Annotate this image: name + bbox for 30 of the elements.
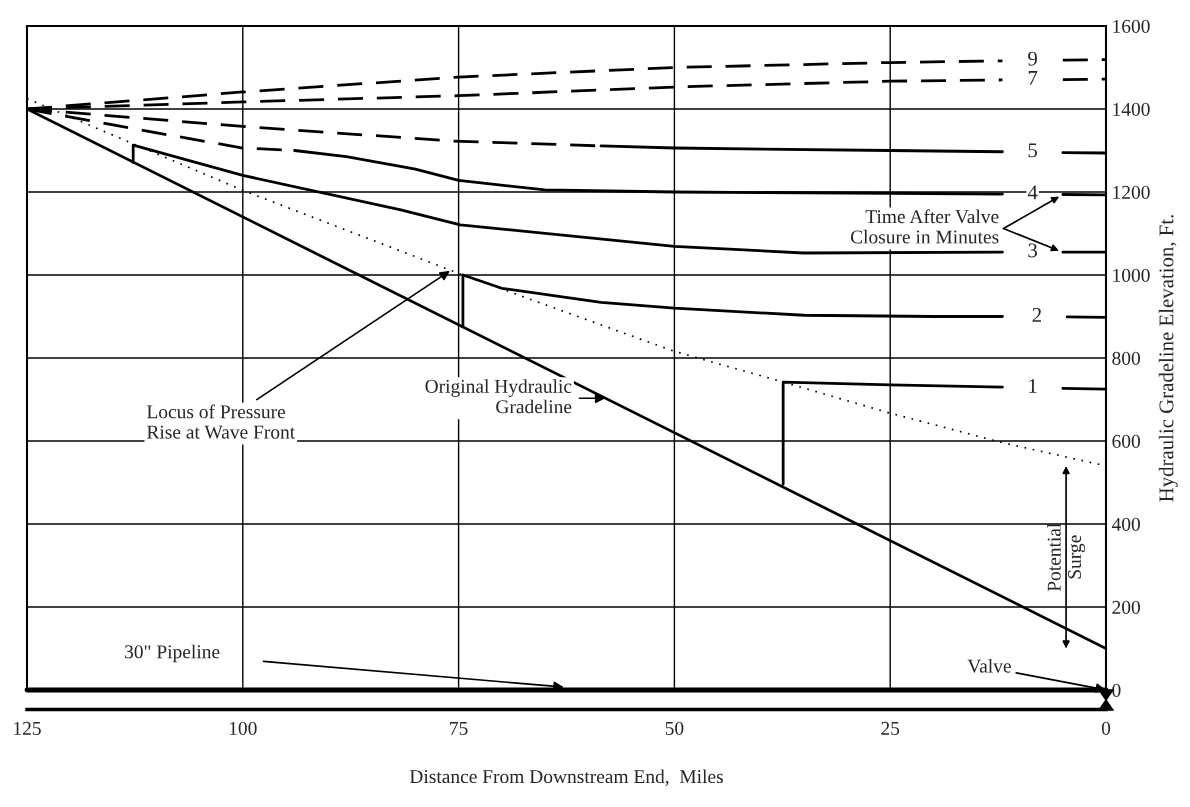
y-tick-label: 1200 xyxy=(1113,185,1150,199)
series-label: 9 xyxy=(1028,51,1037,66)
x-tick-label: 25 xyxy=(881,721,900,735)
y-axis-title: Hydraulic Gradeline Elevation, Ft. xyxy=(1158,215,1178,502)
x-tick-label: 50 xyxy=(665,721,684,735)
x-tick-label: 75 xyxy=(450,722,468,735)
y-tick-label: 400 xyxy=(1111,517,1140,531)
series-label: 5 xyxy=(1028,143,1038,158)
annotation: Time After Valve Closure in Minutes xyxy=(850,209,999,244)
y-tick-label: 1000 xyxy=(1113,268,1150,282)
x-axis-title: Distance From Downstream End, Miles xyxy=(409,769,723,786)
ref-line-label: 30" Pipeline xyxy=(125,644,220,663)
legend-label: 4 xyxy=(1027,185,1038,200)
annotation: Valve xyxy=(967,658,1011,673)
annotation: Potential Surge xyxy=(1047,523,1086,592)
y-tick-label: 600 xyxy=(1112,434,1140,448)
series-label: 2 xyxy=(1032,307,1041,322)
annotation: Locus of Pressure Rise at Wave Front xyxy=(146,404,296,439)
y-tick-label: 800 xyxy=(1112,351,1140,365)
series-label: 1 xyxy=(1029,378,1037,393)
legend-label: 3 xyxy=(1028,243,1038,258)
y-tick-label: 0 xyxy=(1112,683,1121,697)
y-tick-label: 1600 xyxy=(1113,19,1150,33)
x-tick-label: 100 xyxy=(229,721,257,735)
y-tick-label: 200 xyxy=(1112,600,1140,614)
x-tick-label: 125 xyxy=(14,721,41,735)
series-label: 7 xyxy=(1028,71,1038,85)
annotation: Original Hydraulic Gradeline xyxy=(425,379,572,414)
y-tick-label: 1400 xyxy=(1113,102,1150,116)
x-tick-label: 0 xyxy=(1101,721,1111,735)
